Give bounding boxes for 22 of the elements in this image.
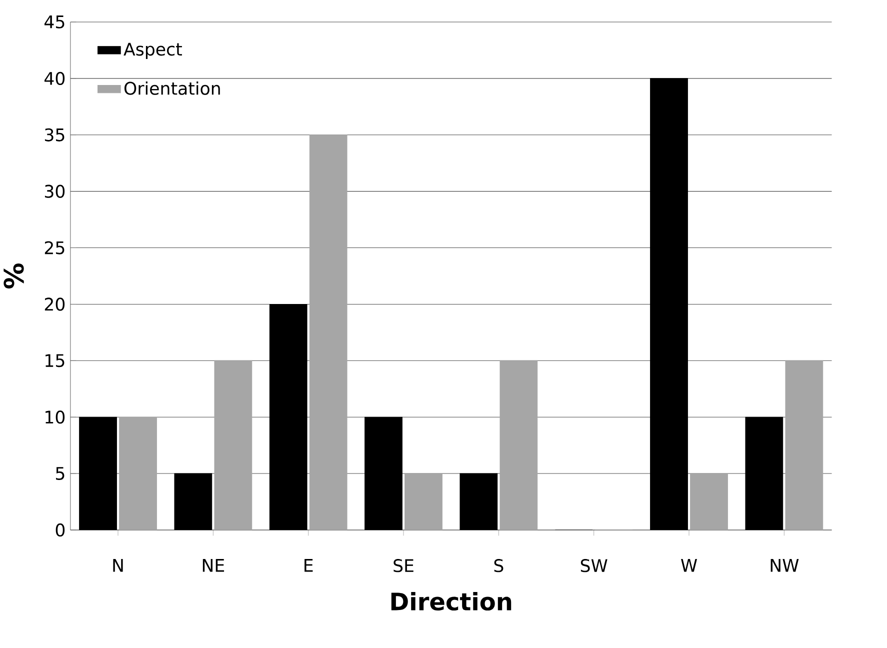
x-tick-label: NE (202, 559, 224, 572)
y-tick-label: 20 (44, 298, 65, 311)
x-tick-label: SE (394, 559, 414, 572)
x-tick-label: SW (580, 559, 608, 572)
y-tick-label: 35 (44, 128, 64, 142)
y-tick-label: 0 (56, 523, 65, 537)
y-tick-label: 15 (46, 354, 64, 368)
y-axis-title: % (4, 263, 24, 288)
y-tick-label: 40 (44, 72, 65, 85)
legend-label: Aspect (124, 42, 182, 60)
y-tick-label: 10 (46, 410, 65, 424)
legend-label: Orientation (124, 81, 220, 95)
x-tick-label: S (494, 559, 504, 572)
x-tick-label: N (113, 559, 123, 572)
x-tick-label: E (304, 559, 313, 572)
y-tick-label: 5 (56, 467, 64, 480)
y-tick-label: 45 (44, 16, 64, 28)
y-tick-label: 25 (44, 241, 64, 254)
y-tick-label: 30 (44, 184, 65, 198)
x-axis-title: Direction (391, 592, 512, 611)
x-tick-label: NW (770, 559, 799, 572)
x-tick-label: W (681, 559, 698, 572)
